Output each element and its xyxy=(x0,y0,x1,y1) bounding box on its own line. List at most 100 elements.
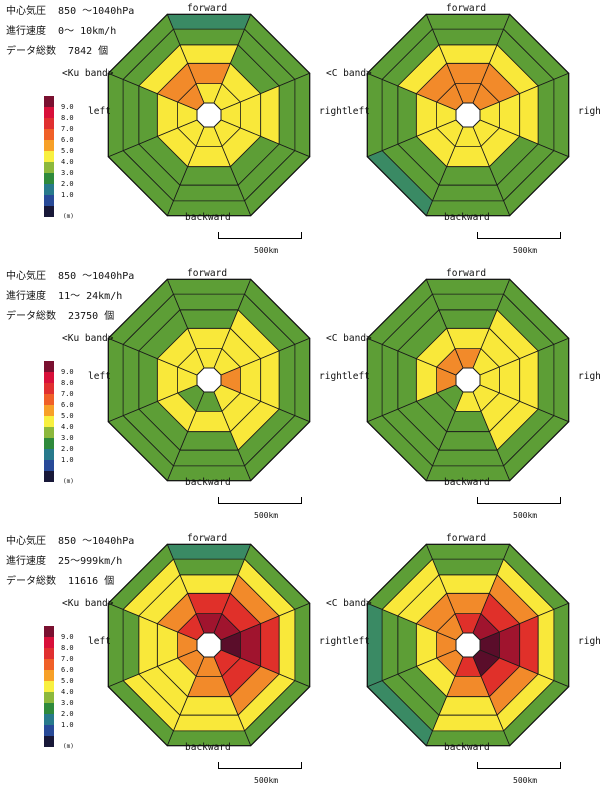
panel-1: 中心気圧 850 ～1040hPa 進行速度 0～ 10km/h データ総数 784… xyxy=(0,0,600,262)
center-hole xyxy=(196,632,222,658)
legend-swatch xyxy=(44,394,54,405)
legend-swatch xyxy=(44,383,54,394)
heat-cell xyxy=(431,714,505,732)
legend-swatch xyxy=(44,692,54,703)
speed-label: 進行速度 xyxy=(6,26,46,37)
scale-label: 500km xyxy=(254,776,279,785)
heat-cell xyxy=(172,293,246,311)
ku_band-octagon xyxy=(107,278,311,482)
heat-cell xyxy=(179,431,239,451)
legend-swatch xyxy=(44,703,54,714)
stats-row: データ総数 11616 個 xyxy=(6,572,134,592)
legend-swatch xyxy=(44,460,54,471)
stats-row: 進行速度 0～ 10km/h xyxy=(6,22,134,42)
band-label-c: <C band> xyxy=(326,68,372,79)
count-value: 11616 xyxy=(68,576,99,587)
scale-bar xyxy=(218,497,302,504)
heat-cell xyxy=(278,608,296,682)
legend-swatch xyxy=(44,736,54,747)
heat-cell xyxy=(425,13,511,30)
legend-value: 5.0 xyxy=(61,677,74,685)
scale-label: 500km xyxy=(254,246,279,255)
legend-value: 7.0 xyxy=(61,390,74,398)
legend-value: 6.0 xyxy=(61,136,74,144)
stats-row: データ総数 7842 個 xyxy=(6,42,134,62)
count-value: 7842 xyxy=(68,46,93,57)
c_band-octagon xyxy=(366,13,570,217)
legend-value: 6.0 xyxy=(61,401,74,409)
scale-label: 500km xyxy=(513,511,538,520)
count-value: 23750 xyxy=(68,311,99,322)
count-unit: 個 xyxy=(104,576,115,587)
legend-swatch xyxy=(44,416,54,427)
label-backward: backward xyxy=(444,477,490,488)
scale-label: 500km xyxy=(254,511,279,520)
heat-cell xyxy=(519,615,539,675)
label-left: left xyxy=(347,106,370,117)
scale-bar xyxy=(477,497,561,504)
pressure-value: 850 ～1040hPa xyxy=(58,6,135,17)
heat-cell xyxy=(425,278,511,295)
legend-swatch xyxy=(44,361,54,372)
heat-cell xyxy=(438,696,498,716)
legend-value: 2.0 xyxy=(61,180,74,188)
stats-block: 中心気圧 850 ～1040hPa 進行速度 11～ 24km/h データ総数 23… xyxy=(6,267,134,327)
heat-cell xyxy=(519,350,539,410)
heat-cell xyxy=(425,543,511,560)
heat-cell xyxy=(553,72,570,158)
speed-label: 進行速度 xyxy=(6,556,46,567)
octagon-outline xyxy=(366,13,570,217)
heat-cell xyxy=(166,278,252,295)
legend-value: 7.0 xyxy=(61,655,74,663)
legend-value: 9.0 xyxy=(61,633,74,641)
pressure-value: 850 ～1040hPa xyxy=(58,536,135,547)
band-label-ku: <Ku band> xyxy=(62,598,114,609)
heat-cell xyxy=(166,13,252,30)
legend-swatch xyxy=(44,372,54,383)
stats-row: 中心気圧 850 ～1040hPa xyxy=(6,532,134,552)
heat-cell xyxy=(381,608,399,682)
heat-cell xyxy=(381,78,399,152)
heat-cell xyxy=(138,615,158,675)
center-hole xyxy=(455,102,481,128)
pressure-label: 中心気圧 xyxy=(6,271,46,282)
heat-cell xyxy=(166,543,252,560)
legend-value: 8.0 xyxy=(61,644,74,652)
label-forward: forward xyxy=(187,268,228,279)
heat-cell xyxy=(172,28,246,46)
legend-swatch xyxy=(44,648,54,659)
legend-unit: (m) xyxy=(63,478,74,485)
legend-swatch xyxy=(44,140,54,151)
label-right: right xyxy=(319,106,348,117)
ku_band-octagon xyxy=(107,13,311,217)
heat-cell xyxy=(438,166,498,186)
legend-value: 1.0 xyxy=(61,456,74,464)
legend-swatch xyxy=(44,438,54,449)
legend-swatch xyxy=(44,725,54,736)
legend-value: 7.0 xyxy=(61,125,74,133)
label-forward: forward xyxy=(446,3,487,14)
octagon-charts-svg xyxy=(107,543,570,747)
heat-cell xyxy=(122,608,140,682)
legend-value: 9.0 xyxy=(61,103,74,111)
legend-value: 4.0 xyxy=(61,158,74,166)
heat-cell xyxy=(294,602,311,688)
octagon-outline xyxy=(107,13,311,217)
heat-cell xyxy=(519,85,539,145)
legend-swatch xyxy=(44,427,54,438)
stats-row: 中心気圧 850 ～1040hPa xyxy=(6,267,134,287)
legend-swatch xyxy=(44,96,54,107)
label-backward: backward xyxy=(444,212,490,223)
label-right: right xyxy=(578,106,600,117)
scale-label: 500km xyxy=(513,776,538,785)
legend-swatch xyxy=(44,184,54,195)
heat-cell xyxy=(431,449,505,467)
stats-row: 進行速度 11～ 24km/h xyxy=(6,287,134,307)
heat-cell xyxy=(172,558,246,576)
label-backward: backward xyxy=(185,212,231,223)
heat-cell xyxy=(138,85,158,145)
scale-bar xyxy=(218,232,302,239)
ku_band-octagon xyxy=(107,543,311,747)
octagon-outline xyxy=(107,278,311,482)
center-hole xyxy=(455,367,481,393)
